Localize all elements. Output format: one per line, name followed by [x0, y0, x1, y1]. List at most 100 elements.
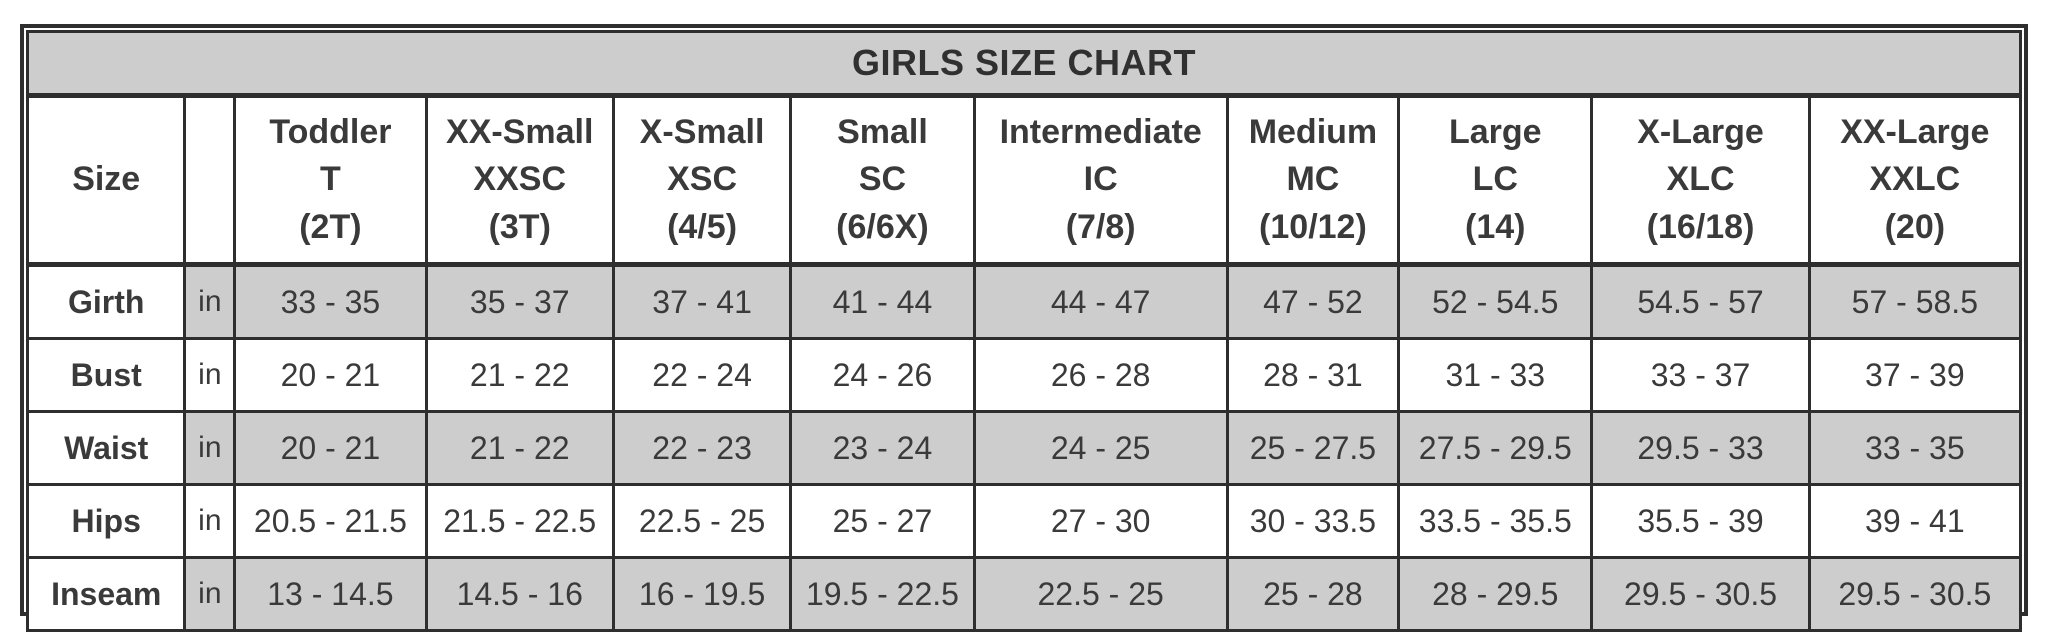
size-name: XX-Large [1840, 112, 1990, 151]
value-cell: 16 - 19.5 [611, 556, 793, 632]
header-x-small: X-Small XSC (4/5) [611, 94, 793, 267]
value-cell: 31 - 33 [1397, 337, 1594, 413]
row-label: Waist [25, 410, 187, 486]
size-name: Small [837, 112, 928, 151]
girls-size-chart-table: GIRLS SIZE CHART Size Toddler T (2T) XX-… [25, 30, 2023, 632]
header-toddler: Toddler T (2T) [233, 94, 428, 267]
header-xx-small: XX-Small XXSC (3T) [424, 94, 615, 267]
value-cell: 21 - 22 [424, 410, 615, 486]
value-cell: 25 - 27.5 [1225, 410, 1401, 486]
value-cell: 52 - 54.5 [1397, 263, 1594, 340]
column-header-row: Size Toddler T (2T) XX-Small XXSC (3T) X… [25, 94, 2023, 267]
size-range: (2T) [299, 207, 362, 246]
size-range: (6/6X) [836, 207, 929, 246]
value-cell: 33 - 35 [233, 263, 428, 340]
value-cell: 25 - 27 [789, 483, 976, 559]
row-label: Inseam [25, 556, 187, 632]
header-xx-large: XX-Large XXLC (20) [1807, 94, 2023, 267]
size-name: Intermediate [999, 112, 1202, 151]
value-cell: 29.5 - 30.5 [1807, 556, 2023, 632]
value-cell: 22 - 24 [611, 337, 793, 413]
value-cell: 30 - 33.5 [1225, 483, 1401, 559]
size-chart-frame: GIRLS SIZE CHART Size Toddler T (2T) XX-… [20, 24, 2028, 632]
unit-cell: in [183, 337, 237, 413]
value-cell: 37 - 39 [1807, 337, 2023, 413]
value-cell: 26 - 28 [972, 337, 1229, 413]
value-cell: 33 - 35 [1807, 410, 2023, 486]
value-cell: 22 - 23 [611, 410, 793, 486]
row-label: Girth [25, 263, 187, 340]
value-cell: 21 - 22 [424, 337, 615, 413]
chart-title-row: GIRLS SIZE CHART [26, 30, 2022, 98]
size-code: XSC [667, 160, 738, 199]
size-name: XX-Small [446, 112, 594, 151]
unit-cell: in [183, 410, 237, 486]
value-cell: 41 - 44 [789, 263, 976, 340]
size-code: T [320, 160, 341, 199]
value-cell: 24 - 25 [972, 410, 1229, 486]
size-range: (20) [1884, 207, 1946, 246]
size-code: LC [1472, 160, 1518, 199]
value-cell: 28 - 31 [1225, 337, 1401, 413]
value-cell: 21.5 - 22.5 [424, 483, 615, 559]
value-cell: 37 - 41 [611, 263, 793, 340]
value-cell: 47 - 52 [1225, 263, 1401, 340]
row-waist: Waist in 20 - 21 21 - 22 22 - 23 23 - 24… [25, 410, 2023, 486]
value-cell: 22.5 - 25 [611, 483, 793, 559]
value-cell: 54.5 - 57 [1590, 263, 1811, 340]
row-label: Bust [25, 337, 187, 413]
size-name: Toddler [269, 112, 392, 151]
value-cell: 20 - 21 [233, 337, 428, 413]
size-code: XXLC [1869, 160, 1961, 199]
value-cell: 14.5 - 16 [424, 556, 615, 632]
size-name: Medium [1248, 112, 1378, 151]
row-bust: Bust in 20 - 21 21 - 22 22 - 24 24 - 26 … [25, 337, 2023, 413]
value-cell: 28 - 29.5 [1397, 556, 1594, 632]
size-code: MC [1286, 160, 1340, 199]
value-cell: 25 - 28 [1225, 556, 1401, 632]
value-cell: 29.5 - 33 [1590, 410, 1811, 486]
value-cell: 13 - 14.5 [233, 556, 428, 632]
value-cell: 44 - 47 [972, 263, 1229, 340]
value-cell: 39 - 41 [1807, 483, 2023, 559]
value-cell: 24 - 26 [789, 337, 976, 413]
size-range: (14) [1465, 207, 1526, 246]
value-cell: 29.5 - 30.5 [1590, 556, 1811, 632]
size-range: (4/5) [667, 207, 738, 246]
size-code: IC [1083, 160, 1118, 199]
size-name: Large [1448, 112, 1542, 151]
value-cell: 19.5 - 22.5 [789, 556, 976, 632]
size-range: (10/12) [1259, 207, 1367, 246]
value-cell: 27.5 - 29.5 [1397, 410, 1594, 486]
header-small: Small SC (6/6X) [789, 94, 976, 267]
value-cell: 35 - 37 [424, 263, 615, 340]
size-name: X-Large [1637, 112, 1764, 151]
value-cell: 33.5 - 35.5 [1397, 483, 1594, 559]
row-label: Hips [25, 483, 187, 559]
value-cell: 33 - 37 [1590, 337, 1811, 413]
value-cell: 22.5 - 25 [972, 556, 1229, 632]
unit-cell: in [183, 263, 237, 340]
value-cell: 20 - 21 [233, 410, 428, 486]
header-unit [183, 94, 237, 267]
value-cell: 35.5 - 39 [1590, 483, 1811, 559]
row-inseam: Inseam in 13 - 14.5 14.5 - 16 16 - 19.5 … [25, 556, 2023, 632]
size-name: X-Small [639, 112, 765, 151]
value-cell: 20.5 - 21.5 [233, 483, 428, 559]
header-medium: Medium MC (10/12) [1225, 94, 1401, 267]
chart-title: GIRLS SIZE CHART [26, 30, 2022, 98]
size-range: (3T) [488, 207, 551, 246]
header-large: Large LC (14) [1397, 94, 1594, 267]
header-intermediate: Intermediate IC (7/8) [972, 94, 1229, 267]
header-x-large: X-Large XLC (16/18) [1590, 94, 1811, 267]
value-cell: 27 - 30 [972, 483, 1229, 559]
row-hips: Hips in 20.5 - 21.5 21.5 - 22.5 22.5 - 2… [25, 483, 2023, 559]
row-girth: Girth in 33 - 35 35 - 37 37 - 41 41 - 44… [25, 263, 2023, 340]
size-range: (16/18) [1646, 207, 1755, 246]
unit-cell: in [183, 483, 237, 559]
value-cell: 23 - 24 [789, 410, 976, 486]
size-code: XLC [1666, 160, 1735, 199]
size-range: (7/8) [1065, 207, 1136, 246]
header-size: Size [25, 94, 187, 267]
unit-cell: in [183, 556, 237, 632]
